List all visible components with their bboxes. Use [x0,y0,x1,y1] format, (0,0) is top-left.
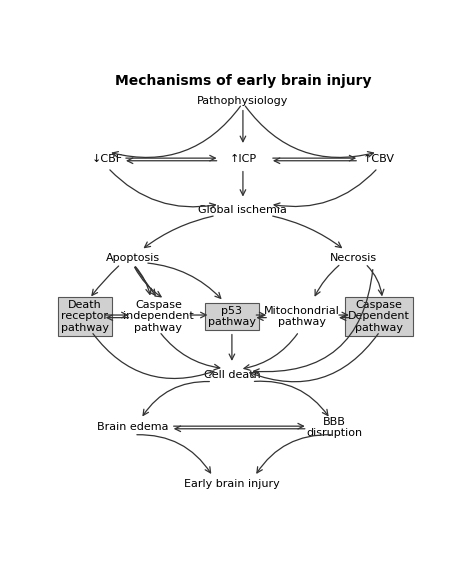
Text: p53
pathway: p53 pathway [208,306,256,327]
Text: ↑ICP: ↑ICP [229,155,256,165]
Text: Cell death: Cell death [203,370,260,380]
Text: Pathophysiology: Pathophysiology [197,96,289,106]
Text: ↓CBF: ↓CBF [91,155,123,165]
Text: Mitochondrial
pathway: Mitochondrial pathway [264,306,340,327]
Text: Caspase
Dependent
pathway: Caspase Dependent pathway [348,300,410,333]
Text: Necrosis: Necrosis [329,252,377,263]
Text: Mechanisms of early brain injury: Mechanisms of early brain injury [115,74,371,88]
Text: Global ischemia: Global ischemia [199,204,287,215]
Text: Early brain injury: Early brain injury [184,479,280,489]
Text: Brain edema: Brain edema [97,422,168,432]
Text: Death
receptor
pathway: Death receptor pathway [61,300,109,333]
Text: BBB
disruption: BBB disruption [307,417,363,438]
Text: Apoptosis: Apoptosis [106,252,160,263]
Text: Caspase
independent
pathway: Caspase independent pathway [123,300,194,333]
Text: ↑CBV: ↑CBV [363,155,395,165]
